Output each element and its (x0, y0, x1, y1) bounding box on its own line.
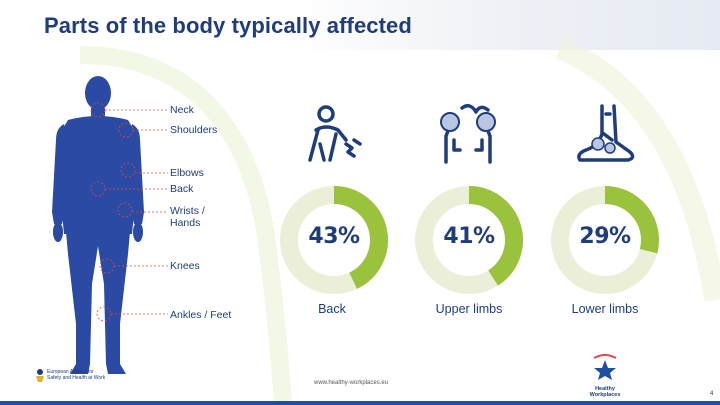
stat-label-upper-limbs: Upper limbs (435, 302, 503, 316)
page-number: 4 (710, 391, 714, 397)
upper-limbs-icon (440, 104, 496, 164)
stat-label-lower-limbs: Lower limbs (571, 302, 639, 316)
eu-agency-name: European Agency for Safety and Health at… (47, 369, 106, 381)
page-title: Parts of the body typically affected (44, 13, 412, 38)
label-wrists-hands: Wrists / Hands (170, 205, 205, 229)
healthy-workplaces-text: Healthy Workplaces (589, 386, 621, 398)
label-knees: Knees (170, 260, 200, 272)
stat-value-upper-limbs: 41% (443, 224, 495, 249)
donut-chart-upper-limbs (415, 186, 523, 294)
label-shoulders: Shoulders (170, 124, 218, 136)
donut-value-arc (604, 186, 659, 254)
label-elbows: Elbows (170, 167, 204, 179)
stat-value-lower-limbs: 29% (579, 224, 631, 249)
healthy-workplaces-star-icon (593, 354, 617, 380)
label-ankles-feet: Ankles / Feet (170, 309, 232, 321)
stat-value-back: 43% (308, 224, 360, 249)
stat-label-back: Back (318, 302, 346, 316)
human-body-figure (52, 76, 144, 374)
eu-osha-logo-icon (36, 369, 44, 382)
label-neck: Neck (170, 104, 194, 116)
healthy-workplaces-logo: Healthy Workplaces (583, 354, 627, 398)
back-pain-icon (308, 105, 362, 162)
foot-icon (577, 104, 635, 162)
donut-value-arc (468, 186, 523, 286)
footer-bar (0, 401, 720, 405)
donut-value-arc (333, 186, 388, 289)
header-band (0, 0, 720, 50)
label-back: Back (170, 183, 194, 195)
footer-url[interactable]: www.healthy-workplaces.eu (314, 380, 389, 386)
donut-chart-back (280, 186, 388, 294)
donut-chart-lower-limbs (551, 186, 659, 294)
